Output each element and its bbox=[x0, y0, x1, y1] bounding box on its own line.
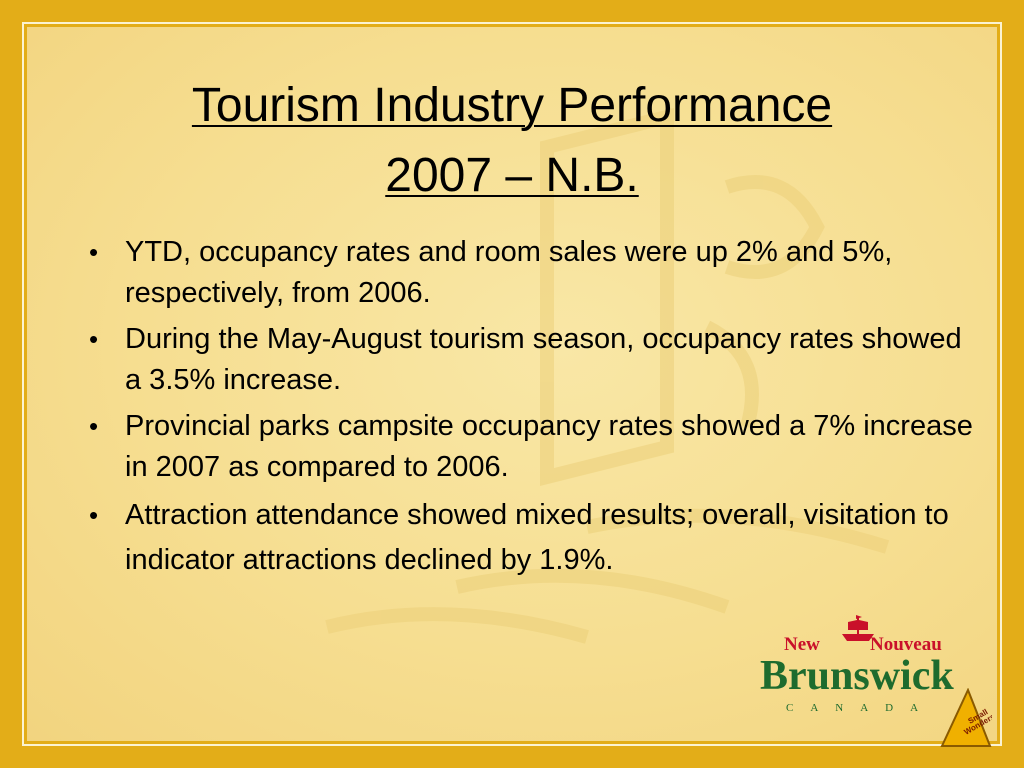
bullet-text: During the May-August tourism season, oc… bbox=[125, 323, 962, 396]
bullet-dot: • bbox=[89, 500, 99, 530]
bullet-dot: • bbox=[89, 411, 99, 441]
slide-inner-border bbox=[22, 22, 1002, 746]
logo-brunswick-text: Brunswick bbox=[760, 653, 954, 699]
bullet-text: Attraction attendance showed mixed resul… bbox=[125, 499, 949, 576]
slide-panel: Tourism Industry Performance 2007 – N.B.… bbox=[27, 27, 997, 741]
bullet-item: • YTD, occupancy rates and room sales we… bbox=[87, 232, 977, 314]
slide-title: Tourism Industry Performance 2007 – N.B. bbox=[67, 71, 957, 211]
new-brunswick-logo: New Nouveau Brunswick CANADA bbox=[752, 612, 982, 732]
bullet-dot: • bbox=[89, 237, 99, 267]
bullet-dot: • bbox=[89, 324, 99, 354]
title-line-1: Tourism Industry Performance bbox=[191, 79, 833, 132]
bullet-text: Provincial parks campsite occupancy rate… bbox=[125, 410, 973, 483]
bullet-item: • During the May-August tourism season, … bbox=[87, 319, 977, 401]
title-line-2: 2007 – N.B. bbox=[385, 149, 639, 202]
bullet-list: • YTD, occupancy rates and room sales we… bbox=[87, 232, 977, 588]
ship-icon bbox=[842, 615, 874, 641]
background-watermark bbox=[325, 108, 890, 644]
logo-new-text: New bbox=[784, 634, 820, 655]
logo-nouveau-text: Nouveau bbox=[870, 634, 942, 655]
logo-canada-text: CANADA bbox=[786, 702, 936, 714]
bullet-text: YTD, occupancy rates and room sales were… bbox=[125, 236, 893, 309]
small-wonders-badge-icon: Small Wonders bbox=[940, 688, 992, 747]
bullet-item: • Attraction attendance showed mixed res… bbox=[87, 493, 977, 583]
bullet-item: • Provincial parks campsite occupancy ra… bbox=[87, 406, 977, 488]
